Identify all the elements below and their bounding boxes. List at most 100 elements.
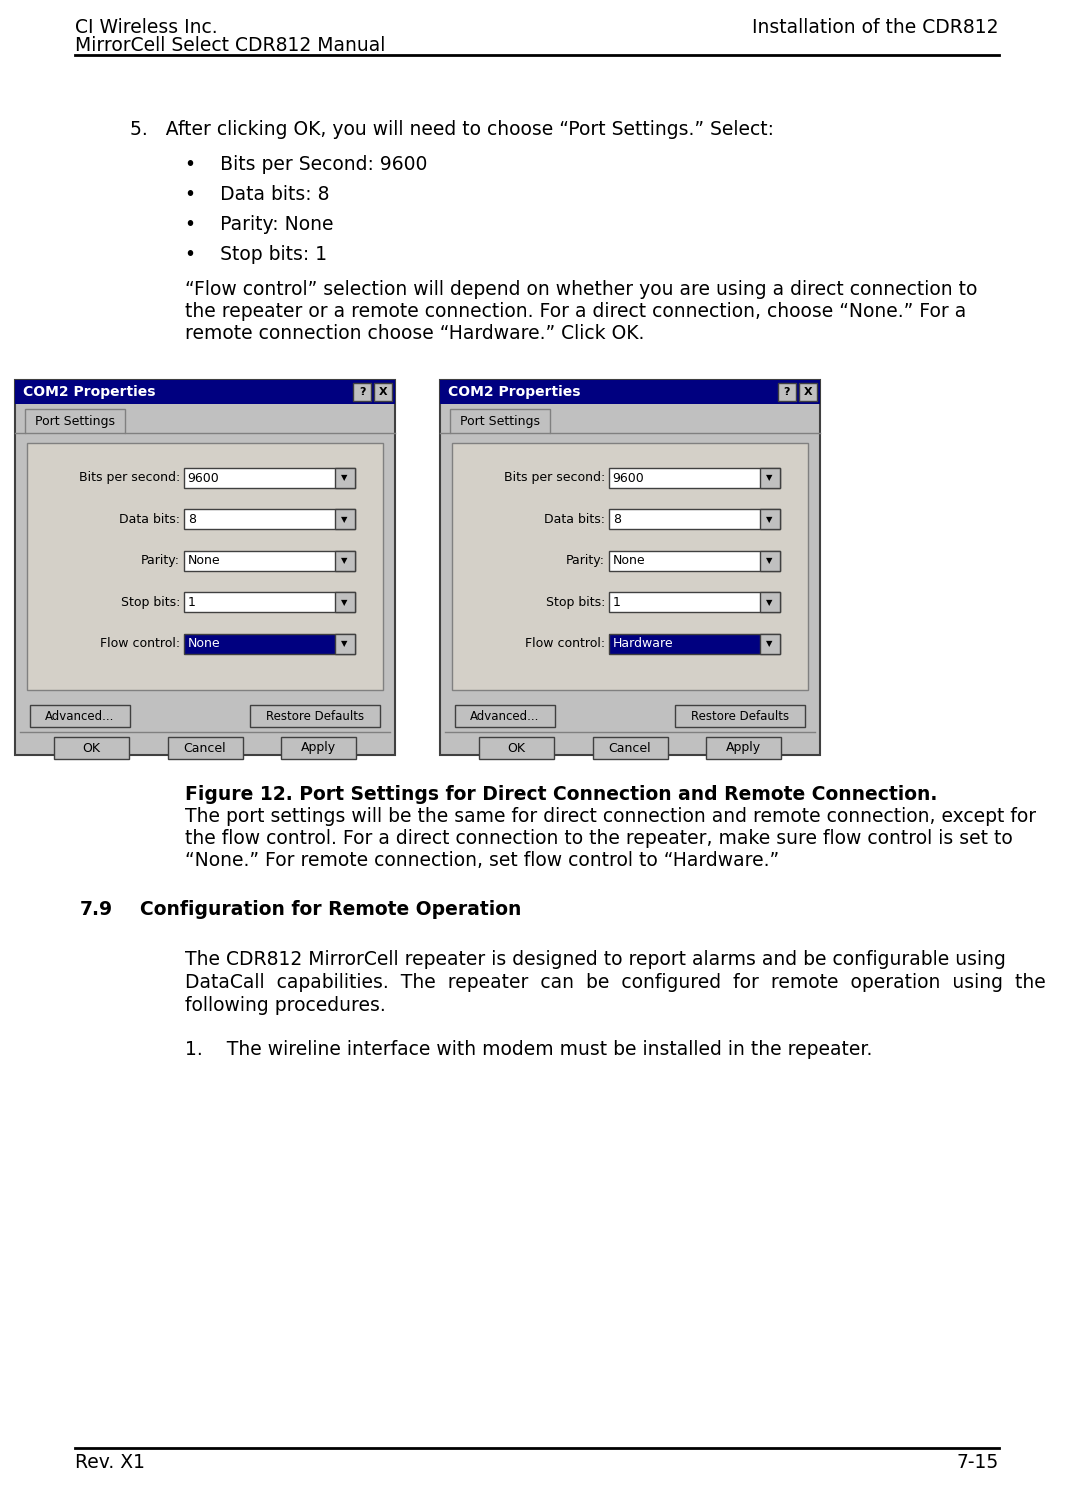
Text: COM2 Properties: COM2 Properties [23, 385, 156, 399]
Bar [184, 633, 354, 654]
Text: Stop bits:: Stop bits: [546, 596, 605, 609]
Text: following procedures.: following procedures. [185, 996, 386, 1015]
Bar [440, 381, 821, 755]
Text: Flow control:: Flow control: [100, 638, 180, 649]
Text: ▼: ▼ [766, 557, 773, 566]
Text: Advanced...: Advanced... [470, 709, 540, 723]
Bar [707, 738, 781, 758]
Bar [334, 509, 354, 530]
Text: ?: ? [784, 387, 790, 397]
Text: ▼: ▼ [342, 473, 348, 482]
Text: MirrorCell Select CDR812 Manual: MirrorCell Select CDR812 Manual [75, 36, 386, 55]
Text: Port Settings: Port Settings [35, 415, 115, 427]
Text: the repeater or a remote connection. For a direct connection, choose “None.” For: the repeater or a remote connection. For… [185, 302, 967, 321]
Text: ▼: ▼ [766, 597, 773, 606]
Text: “Flow control” selection will depend on whether you are using a direct connectio: “Flow control” selection will depend on … [185, 281, 977, 299]
Bar [455, 705, 555, 727]
Bar [334, 633, 354, 654]
Text: Port Settings: Port Settings [460, 415, 540, 427]
Text: Configuration for Remote Operation: Configuration for Remote Operation [140, 900, 521, 920]
Bar [374, 384, 392, 402]
Text: •    Parity: None: • Parity: None [185, 215, 334, 234]
Text: remote connection choose “Hardware.” Click OK.: remote connection choose “Hardware.” Cli… [185, 324, 644, 343]
Text: Bits per second:: Bits per second: [504, 472, 605, 485]
Bar [168, 738, 243, 758]
Bar [759, 551, 780, 570]
Bar [778, 384, 796, 402]
Text: the flow control. For a direct connection to the repeater, make sure flow contro: the flow control. For a direct connectio… [185, 829, 1013, 848]
Bar [609, 593, 780, 612]
Text: 1.    The wireline interface with modem must be installed in the repeater.: 1. The wireline interface with modem mus… [185, 1041, 872, 1059]
Text: 1: 1 [612, 596, 621, 609]
Bar [353, 384, 371, 402]
Text: The port settings will be the same for direct connection and remote connection, : The port settings will be the same for d… [185, 808, 1036, 826]
Bar [184, 467, 354, 488]
Text: 7.9: 7.9 [79, 900, 113, 920]
Bar [450, 409, 550, 433]
Text: Bits per second:: Bits per second: [78, 472, 180, 485]
Text: 1: 1 [188, 596, 195, 609]
Text: Hardware: Hardware [612, 638, 673, 649]
Text: 8: 8 [612, 514, 621, 526]
Text: ▼: ▼ [342, 557, 348, 566]
Bar [759, 467, 780, 488]
Bar [799, 384, 817, 402]
Text: X: X [803, 387, 812, 397]
Text: “None.” For remote connection, set flow control to “Hardware.”: “None.” For remote connection, set flow … [185, 851, 779, 870]
Bar [281, 738, 357, 758]
Text: Restore Defaults: Restore Defaults [266, 709, 364, 723]
Bar [440, 381, 821, 405]
Text: CI Wireless Inc.: CI Wireless Inc. [75, 18, 218, 37]
Bar [759, 593, 780, 612]
Text: ▼: ▼ [766, 473, 773, 482]
Text: Advanced...: Advanced... [45, 709, 115, 723]
Bar [30, 705, 130, 727]
Bar [334, 551, 354, 570]
Text: ▼: ▼ [342, 597, 348, 606]
Text: Apply: Apply [301, 742, 336, 754]
Text: Restore Defaults: Restore Defaults [691, 709, 789, 723]
Text: •    Bits per Second: 9600: • Bits per Second: 9600 [185, 155, 427, 175]
Text: OK: OK [83, 742, 100, 754]
Text: Rev. X1: Rev. X1 [75, 1453, 145, 1472]
Text: None: None [188, 638, 220, 649]
Bar [609, 509, 780, 530]
Text: 5.   After clicking OK, you will need to choose “Port Settings.” Select:: 5. After clicking OK, you will need to c… [130, 119, 774, 139]
Text: ▼: ▼ [342, 639, 348, 648]
Bar [184, 551, 354, 570]
Bar [479, 738, 554, 758]
Bar [593, 738, 668, 758]
Text: 9600: 9600 [188, 472, 219, 485]
Text: ▼: ▼ [766, 639, 773, 648]
Bar [25, 409, 125, 433]
Text: COM2 Properties: COM2 Properties [448, 385, 581, 399]
Text: Data bits:: Data bits: [545, 514, 605, 526]
Text: Flow control:: Flow control: [525, 638, 605, 649]
Bar [609, 467, 780, 488]
Text: Data bits:: Data bits: [119, 514, 180, 526]
Text: Stop bits:: Stop bits: [120, 596, 180, 609]
Bar [674, 705, 806, 727]
Bar [250, 705, 380, 727]
Bar [184, 593, 354, 612]
Text: ?: ? [359, 387, 365, 397]
Text: OK: OK [507, 742, 525, 754]
Text: Parity:: Parity: [566, 554, 605, 567]
Text: Figure 12. Port Settings for Direct Connection and Remote Connection.: Figure 12. Port Settings for Direct Conn… [185, 785, 938, 805]
Bar [334, 467, 354, 488]
Text: Cancel: Cancel [184, 742, 227, 754]
Text: X: X [379, 387, 388, 397]
Bar [27, 443, 383, 690]
Text: 8: 8 [188, 514, 195, 526]
Text: Installation of the CDR812: Installation of the CDR812 [753, 18, 999, 37]
Bar [15, 381, 395, 755]
Text: None: None [188, 554, 220, 567]
Text: •    Stop bits: 1: • Stop bits: 1 [185, 245, 328, 264]
Bar [609, 633, 780, 654]
Text: ▼: ▼ [342, 515, 348, 524]
Bar [15, 381, 395, 405]
Text: DataCall  capabilities.  The  repeater  can  be  configured  for  remote  operat: DataCall capabilities. The repeater can … [185, 973, 1046, 991]
Bar [54, 738, 129, 758]
Text: The CDR812 MirrorCell repeater is designed to report alarms and be configurable : The CDR812 MirrorCell repeater is design… [185, 950, 1006, 969]
Text: Parity:: Parity: [141, 554, 180, 567]
